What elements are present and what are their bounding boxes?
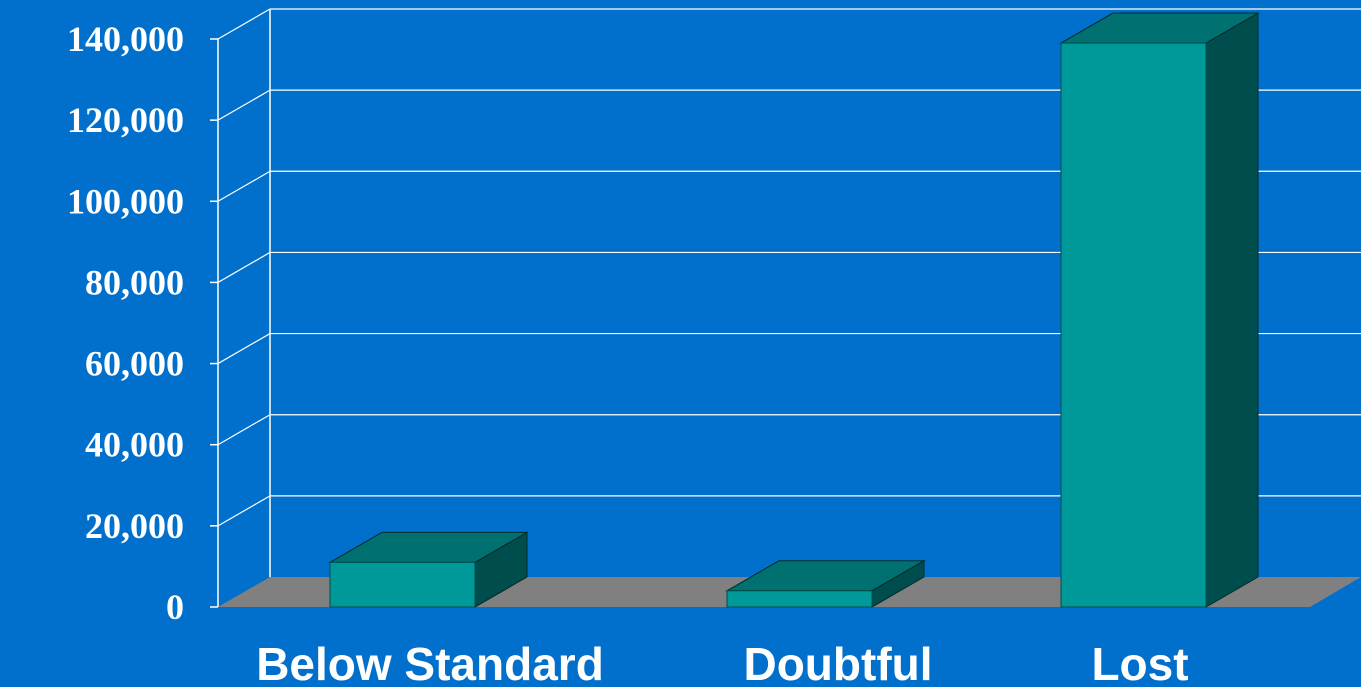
bar	[328, 531, 529, 608]
y-tick-label: 140,000	[67, 19, 184, 59]
gridline-side	[217, 333, 271, 365]
gridline-side	[217, 170, 271, 202]
gridline-side	[217, 89, 271, 121]
y-tick-label: 20,000	[85, 506, 184, 546]
gridline-side	[217, 414, 271, 446]
bar	[1059, 12, 1260, 608]
y-tick-label: 80,000	[85, 262, 184, 302]
y-tick-label: 100,000	[67, 181, 184, 221]
bar	[725, 559, 926, 608]
gridline-side	[217, 8, 271, 40]
bar-front	[329, 561, 476, 608]
gridline-side	[217, 495, 271, 527]
y-tick-label: 40,000	[85, 425, 184, 465]
y-tick-label: 60,000	[85, 344, 184, 384]
y-tick-label: 0	[166, 587, 184, 627]
x-tick-label: Below Standard	[256, 638, 604, 687]
x-tick-label: Lost	[1091, 638, 1188, 687]
x-tick-label: Doubtful	[743, 638, 932, 687]
gridline-side	[217, 251, 271, 283]
bar-front	[726, 590, 873, 608]
bar-side	[1205, 12, 1259, 608]
y-tick-label: 120,000	[67, 100, 184, 140]
bar-front	[1060, 42, 1207, 608]
